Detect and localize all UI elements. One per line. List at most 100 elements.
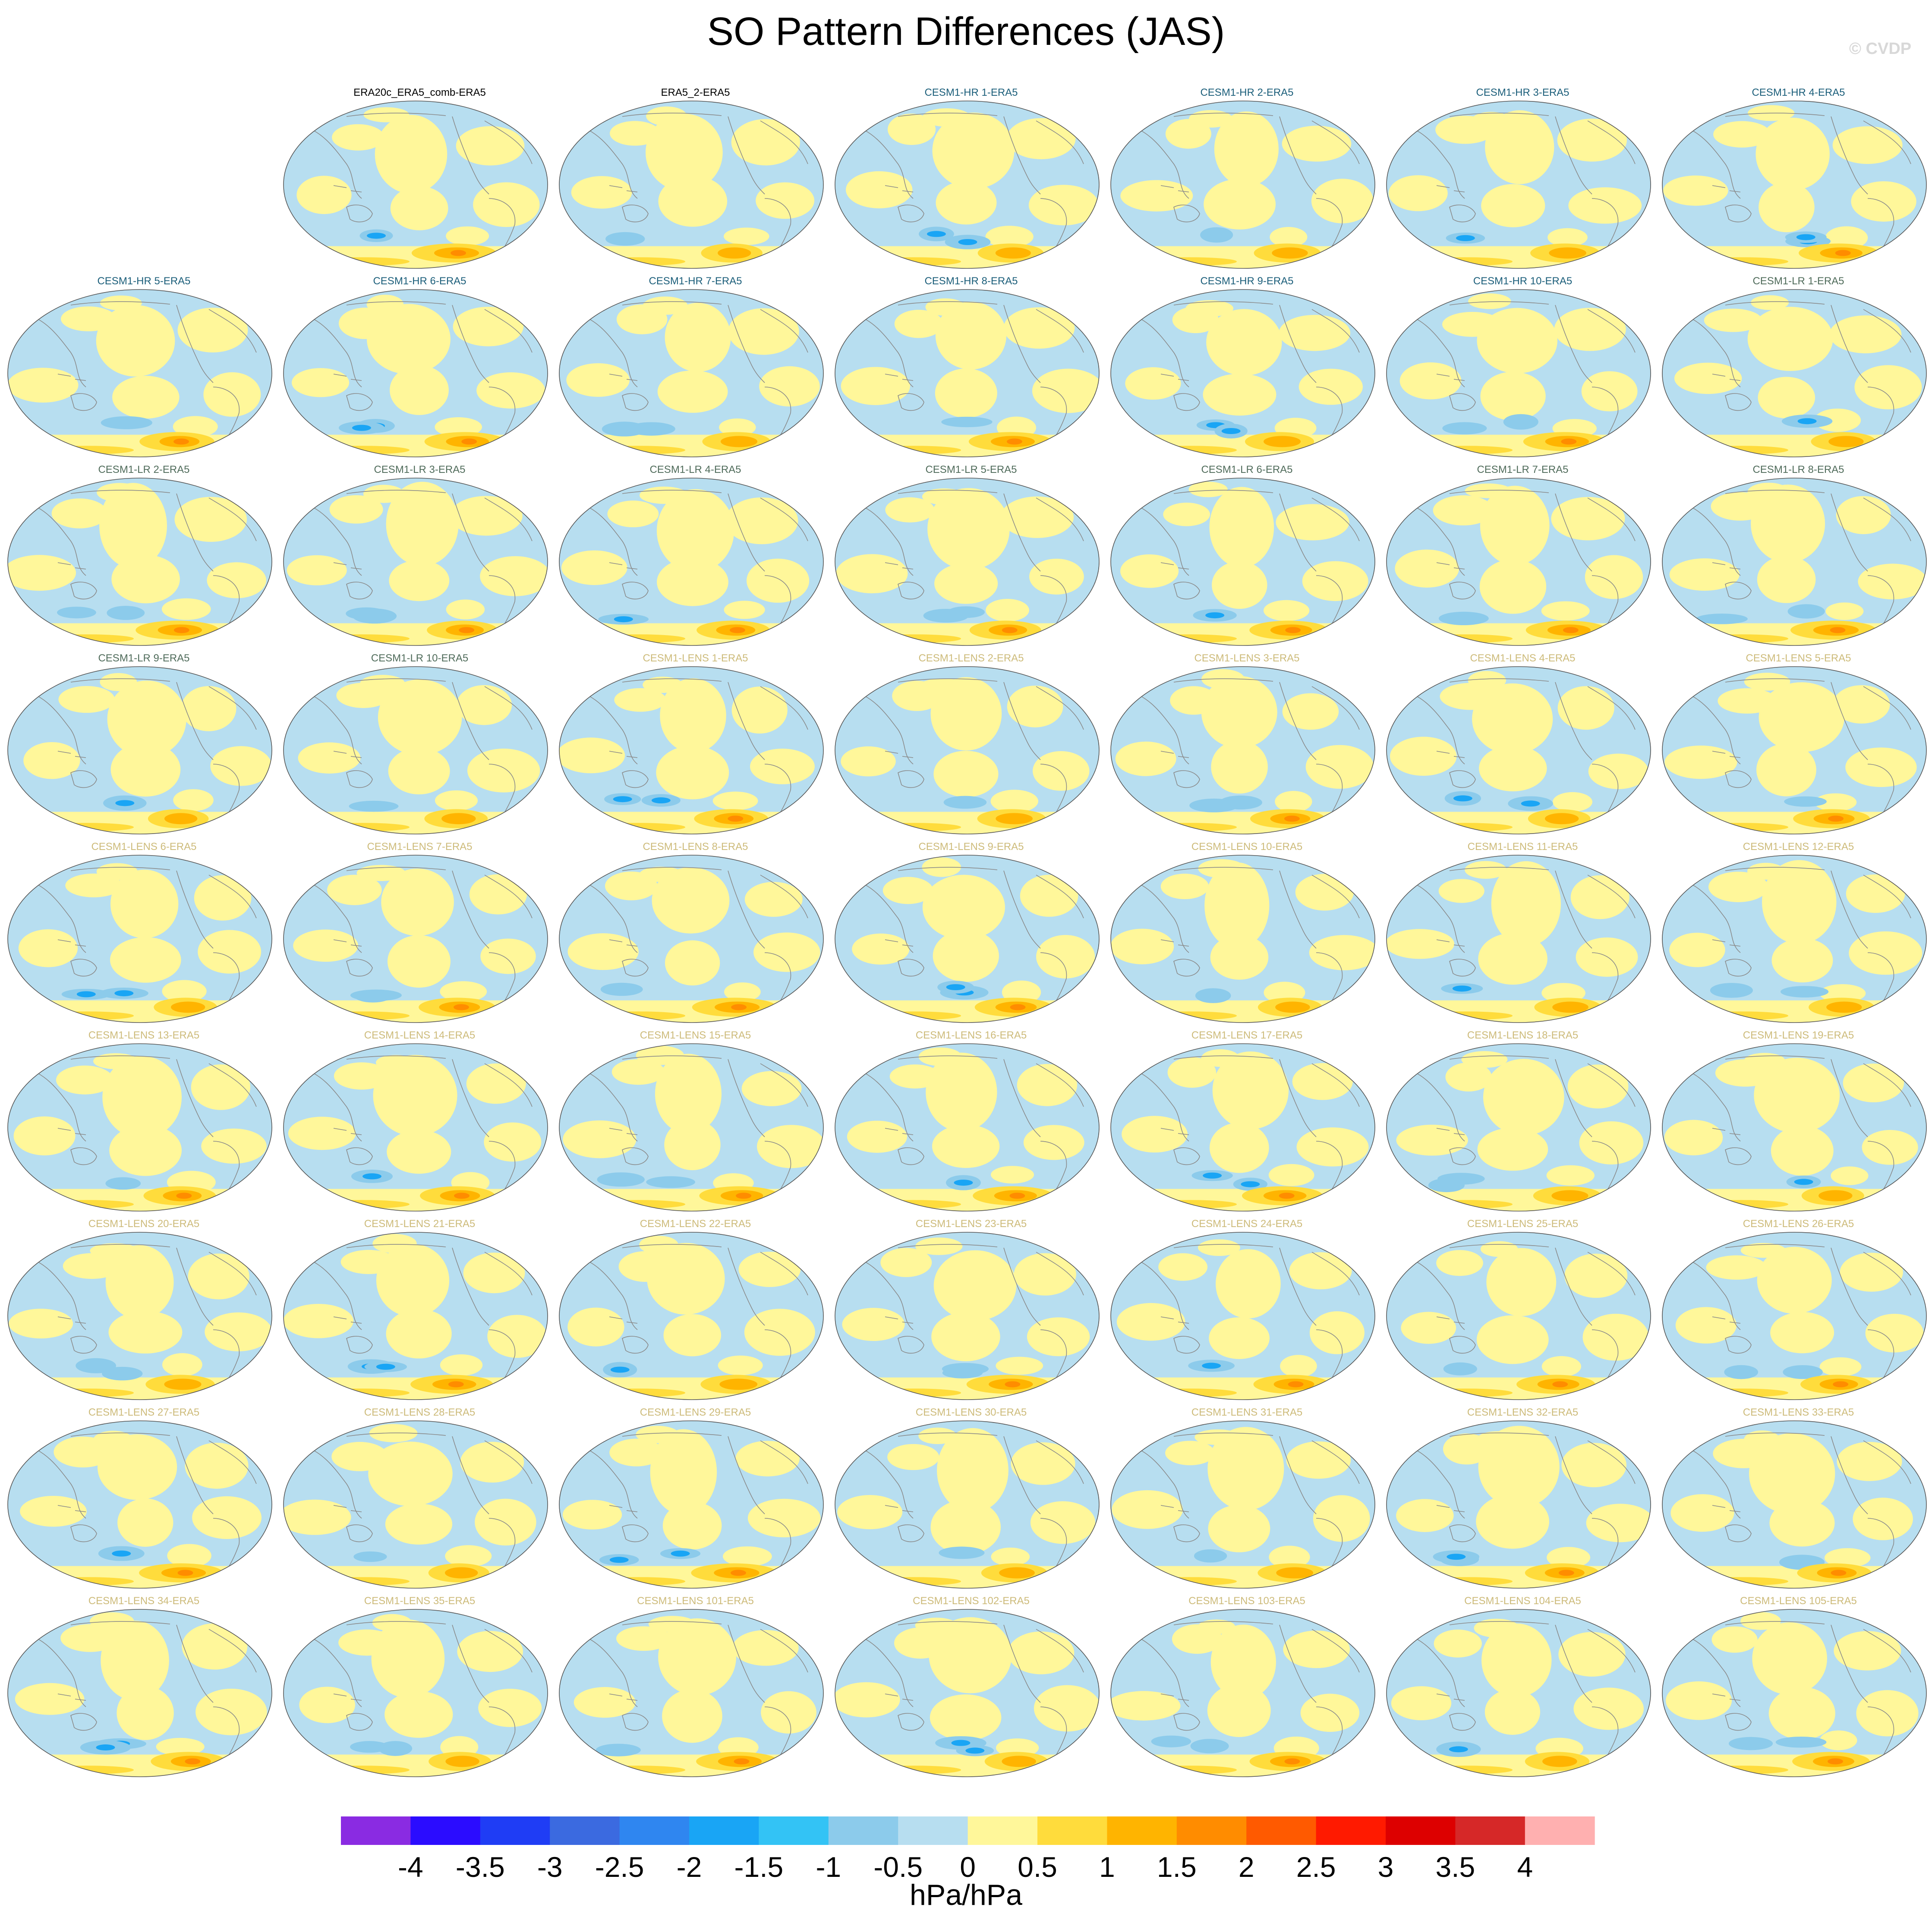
positive-anomaly-core [730, 1570, 746, 1576]
positive-anomaly [866, 634, 961, 643]
positive-region [284, 1303, 354, 1338]
positive-region [338, 1629, 395, 1656]
coastline [346, 582, 373, 600]
coastline [208, 686, 257, 730]
positive-region [1305, 745, 1374, 789]
coastline [1831, 116, 1868, 195]
positive-region [203, 372, 261, 417]
positive-region [663, 1314, 722, 1357]
positive-region [480, 938, 536, 974]
positive-region [996, 1357, 1043, 1375]
map-panel: CESM1-LENS 9-ERA5 [833, 840, 1109, 1029]
coastline [885, 1505, 914, 1512]
coastline [1126, 690, 1189, 765]
panel-50-field [559, 1421, 823, 1588]
positive-region [1561, 1443, 1626, 1487]
positive-anomaly [1142, 1200, 1237, 1209]
positive-region [1189, 110, 1233, 128]
coastline [1725, 1147, 1752, 1165]
coastline [1677, 313, 1741, 387]
panel-17-field [1111, 478, 1375, 645]
panel-60-field [1387, 1609, 1651, 1777]
coastline [1311, 875, 1360, 919]
map-outline [1386, 1420, 1651, 1589]
panel-title: CESM1-HR 10-ERA5 [1473, 275, 1573, 287]
map-outline [1386, 1043, 1651, 1212]
coastline [1854, 1583, 1903, 1586]
positive-region [1438, 879, 1484, 903]
positive-region [1547, 228, 1588, 247]
coastline [1854, 1206, 1903, 1209]
positive-anomaly [444, 1567, 478, 1579]
coastline [622, 959, 649, 977]
coastline [23, 879, 86, 953]
positive-region [922, 488, 966, 505]
southern-positive-band [1111, 1377, 1375, 1400]
coastline [1831, 305, 1868, 383]
positive-region [161, 598, 211, 620]
panel-title: CESM1-LR 10-ERA5 [371, 652, 469, 664]
positive-anomaly [590, 1388, 685, 1398]
map-outline [1662, 666, 1927, 834]
southern-positive-band [1387, 434, 1651, 457]
positive-anomaly [164, 1379, 202, 1390]
map-svg [559, 855, 824, 1023]
colorbar-swatch [828, 1816, 898, 1845]
positive-region [298, 742, 361, 774]
map-panel: CESM1-LENS 102-ERA5 [833, 1595, 1109, 1783]
coastline [1579, 1771, 1627, 1775]
coastline [200, 1394, 248, 1398]
coastline [208, 309, 257, 353]
positive-region [195, 1688, 267, 1735]
positive-region [1853, 1498, 1913, 1540]
coastline [751, 263, 800, 266]
panel-14-field [284, 478, 548, 645]
positive-region [935, 302, 1007, 370]
positive-anomaly [590, 634, 685, 643]
positive-region [915, 1237, 963, 1255]
positive-anomaly-core [1563, 627, 1579, 633]
positive-region [360, 675, 405, 692]
negative-anomaly [943, 796, 987, 809]
coastline [200, 828, 248, 832]
positive-region [718, 1355, 763, 1375]
panel-title: CESM1-HR 9-ERA5 [1200, 275, 1294, 287]
positive-region [1269, 1545, 1310, 1569]
negative-anomaly-core [958, 239, 977, 245]
coastline [1173, 582, 1200, 600]
positive-anomaly [315, 634, 410, 643]
positive-anomaly [1693, 634, 1788, 643]
coastline [751, 451, 800, 455]
positive-region [846, 171, 913, 208]
coastline [299, 879, 362, 953]
coastline [1863, 686, 1911, 730]
positive-region [293, 929, 358, 962]
positive-region [1483, 1059, 1564, 1136]
positive-region [1836, 496, 1891, 535]
southern-positive-band [284, 623, 548, 645]
coastline [1449, 1524, 1476, 1542]
coastline [885, 1128, 914, 1135]
coastline [622, 113, 722, 117]
positive-region [1769, 1499, 1835, 1547]
coastline [476, 640, 524, 643]
positive-anomaly-core [173, 438, 189, 445]
coastline [333, 185, 362, 192]
map-svg [1662, 289, 1927, 457]
map-svg [1110, 289, 1375, 457]
positive-anomaly-core [177, 1570, 193, 1576]
coastline [1003, 1436, 1041, 1514]
southern-positive-band [1111, 1566, 1375, 1588]
map-svg [283, 101, 548, 269]
coastline [70, 1336, 97, 1354]
positive-region [192, 1496, 262, 1539]
positive-region [1391, 1686, 1452, 1721]
panel-title: CESM1-LENS 34-ERA5 [88, 1595, 200, 1607]
coastline [57, 1128, 86, 1135]
panel-19-field [1662, 478, 1926, 645]
coastline [1587, 497, 1636, 541]
coastline [1725, 678, 1825, 683]
positive-region [1834, 1631, 1901, 1671]
positive-region [636, 1426, 679, 1443]
coastline [484, 497, 533, 541]
